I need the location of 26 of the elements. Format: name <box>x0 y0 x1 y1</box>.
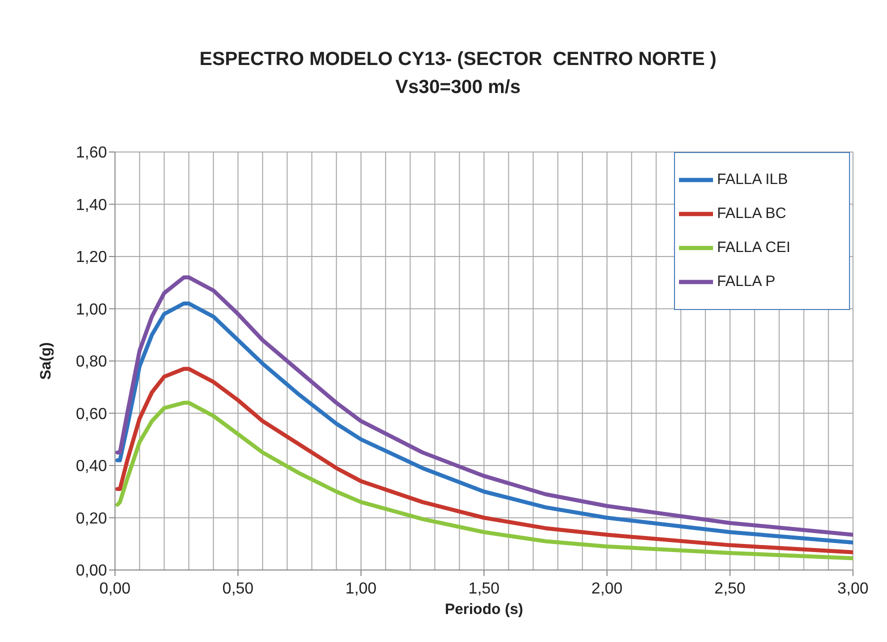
y-tick-label: 1,20 <box>76 249 108 266</box>
chart-title: ESPECTRO MODELO CY13- (SECTOR CENTRO NORTE ) <box>198 48 718 72</box>
y-tick-label: 1,40 <box>76 196 108 214</box>
line-series <box>115 400 853 560</box>
legend-label: FALLA ILB <box>717 170 788 188</box>
line-series <box>115 366 853 554</box>
x-tick-label: 1,00 <box>345 580 377 598</box>
y-tick-label: 0,00 <box>76 562 108 580</box>
x-tick-label: 3,00 <box>837 580 869 598</box>
x-tick-label: 1,50 <box>468 580 500 598</box>
y-tick-label: 0,80 <box>76 354 108 371</box>
x-tick-label: 0,50 <box>222 580 254 598</box>
legend-label: FALLA P <box>717 272 776 290</box>
y-axis-title: Sa(g) <box>37 342 54 380</box>
y-tick-label: 0,40 <box>76 458 108 476</box>
chart-subtitle: Vs30=300 m/s <box>394 76 522 100</box>
y-tick-label: 0,20 <box>76 510 108 528</box>
y-tick-label: 0,60 <box>76 406 108 423</box>
y-tick-label: 1,00 <box>76 301 108 318</box>
x-tick-label: 0,00 <box>99 580 131 598</box>
legend-label: FALLA CEI <box>717 238 790 256</box>
y-tick-label: 1,60 <box>76 144 108 162</box>
x-tick-label: 2,50 <box>714 580 746 598</box>
x-tick-label: 2,00 <box>591 580 623 598</box>
x-axis-title: Periodo (s) <box>444 601 524 618</box>
legend-label: FALLA BC <box>717 204 786 222</box>
